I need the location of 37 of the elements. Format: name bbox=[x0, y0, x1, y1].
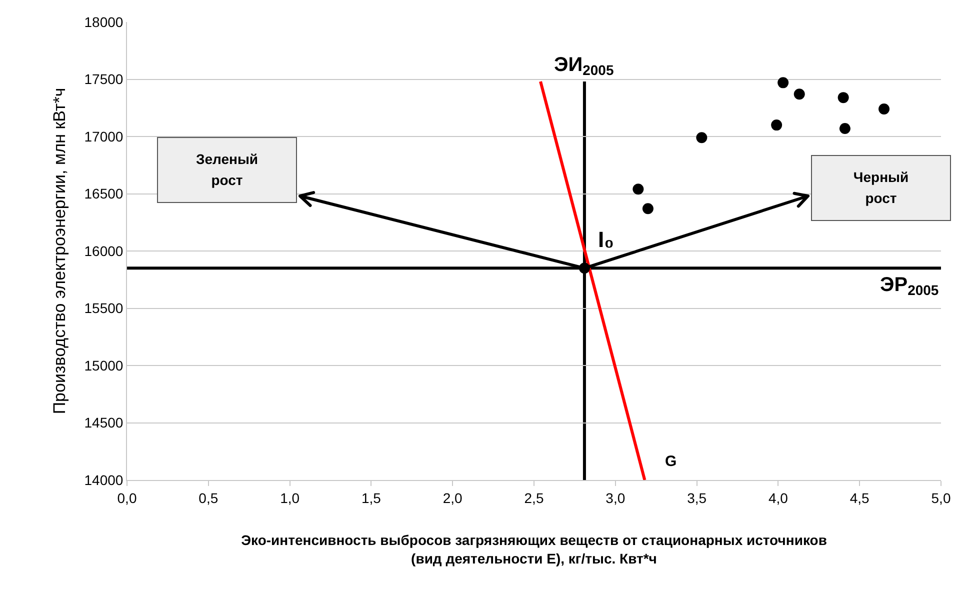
series-label: G bbox=[665, 453, 677, 470]
point bbox=[878, 104, 890, 115]
series-label: I₀ bbox=[598, 227, 614, 252]
y-tick-label: 18000 bbox=[84, 14, 124, 30]
x-tick-label: 2,5 bbox=[524, 490, 544, 506]
x-tick-label: 1,5 bbox=[361, 490, 382, 506]
ref-line-label: ЭР$_{2005}$ bbox=[880, 274, 939, 298]
y-tick-label: 14000 bbox=[84, 472, 124, 488]
x-tick-label: 0,0 bbox=[117, 490, 137, 506]
point bbox=[632, 184, 644, 195]
x-tick-label: 3,5 bbox=[687, 490, 707, 506]
text-box: Черный рост bbox=[811, 155, 951, 221]
y-tick-label: 15500 bbox=[84, 300, 124, 316]
y-tick-label: 17500 bbox=[84, 71, 124, 88]
x-tick-label: 1,0 bbox=[280, 490, 300, 506]
x-tick-label: 2,0 bbox=[442, 490, 463, 506]
y-axis-title: Производство электроэнергии, млн кВт*ч bbox=[50, 88, 69, 414]
y-tick-label: 14500 bbox=[84, 414, 124, 431]
y-tick-label: 17000 bbox=[84, 128, 124, 144]
point bbox=[794, 88, 805, 100]
point bbox=[778, 77, 789, 88]
ref-line-label: ЭИ$_{2005}$ bbox=[554, 54, 614, 78]
point bbox=[838, 92, 849, 104]
y-tick-label: 15000 bbox=[84, 357, 124, 374]
text-box: Зеленый рост bbox=[157, 137, 297, 203]
point bbox=[839, 122, 850, 134]
point bbox=[696, 132, 708, 144]
x-axis-title: Эко-интенсивность выбросов загрязняющих веществ от стационарных источников (вид деятельности Е), кг/тыс. Квт*ч bbox=[241, 532, 828, 566]
x-tick-label: 5,0 bbox=[931, 490, 951, 506]
point bbox=[771, 120, 782, 131]
x-tick-label: 0,5 bbox=[198, 490, 218, 506]
x-tick-label: 3,0 bbox=[606, 490, 626, 506]
y-tick-label: 16000 bbox=[84, 242, 124, 259]
point bbox=[642, 203, 654, 214]
y-tick-label: 16500 bbox=[84, 186, 124, 202]
x-tick-label: 4,0 bbox=[768, 490, 788, 506]
x-tick-label: 4,5 bbox=[850, 490, 870, 506]
